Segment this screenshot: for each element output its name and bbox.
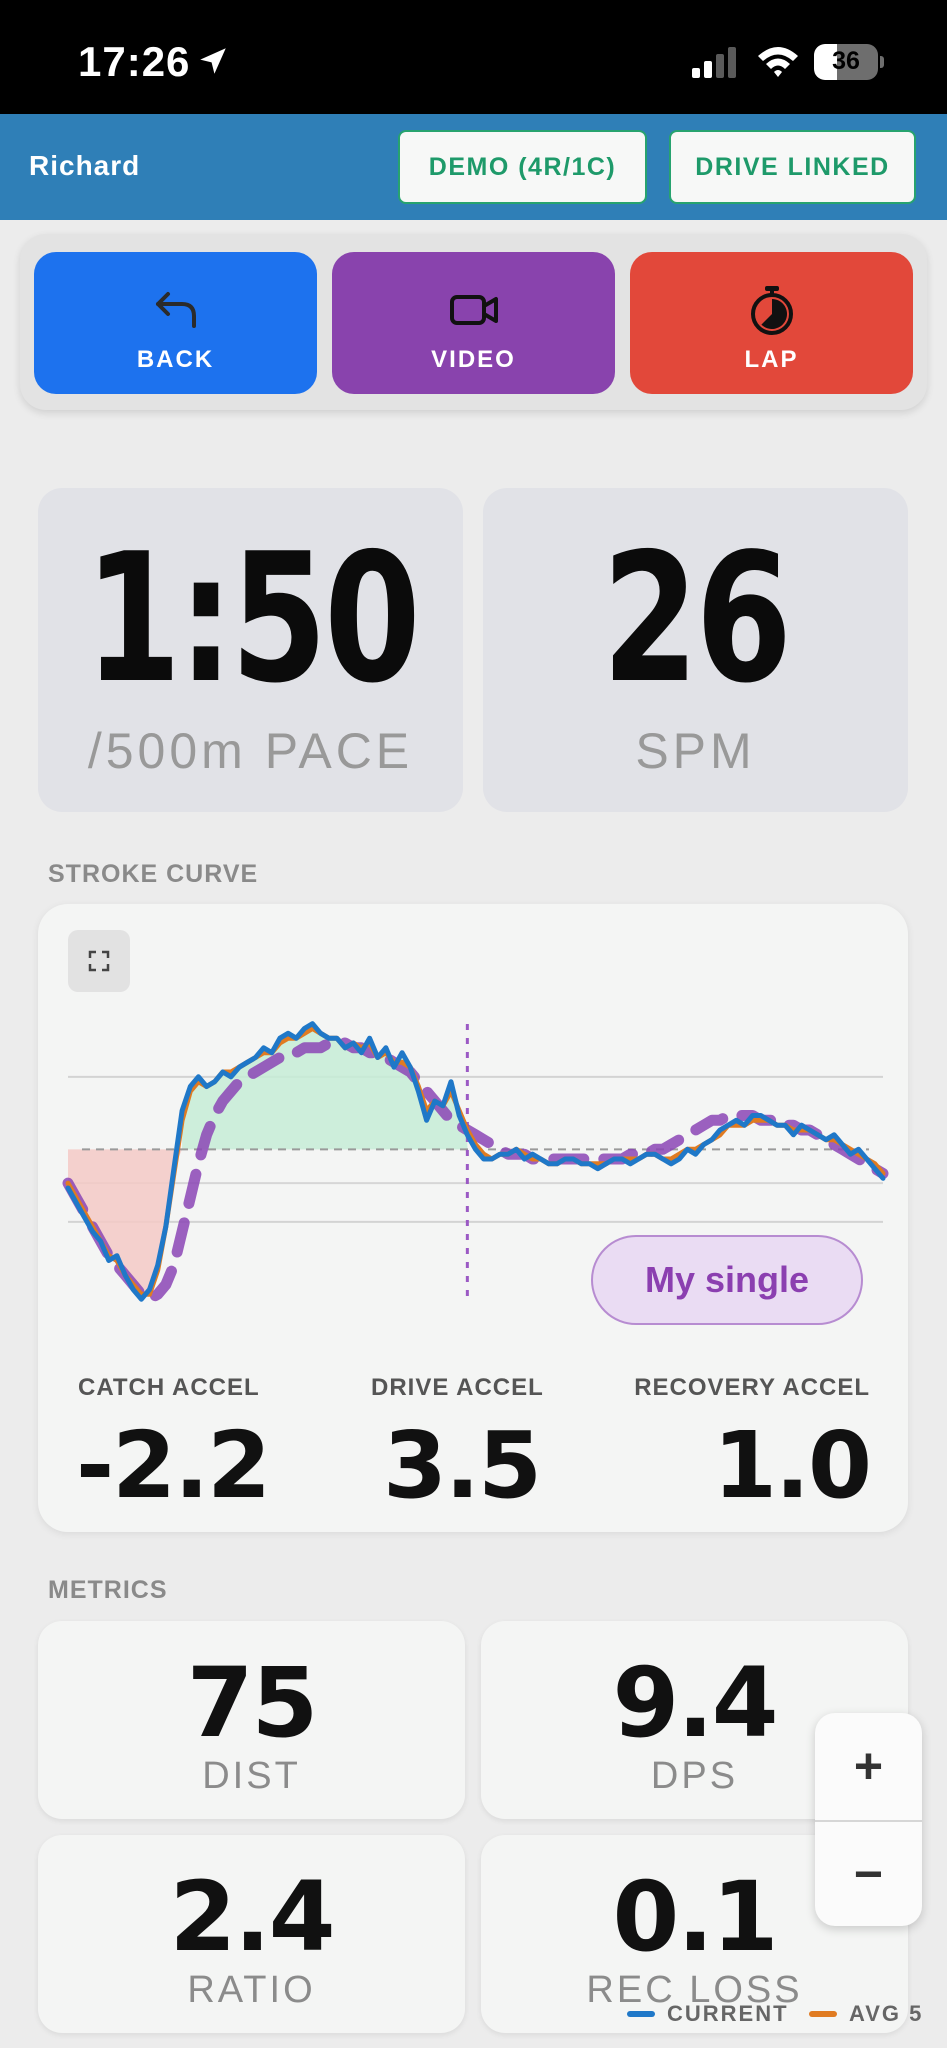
legend-current-label: CURRENT <box>667 2001 789 2026</box>
metric-label: DPS <box>650 1755 739 1797</box>
lap-button[interactable]: LAP <box>630 252 913 394</box>
user-name: Richard <box>29 150 141 181</box>
reference-series-line <box>62 1037 889 1305</box>
metric-card-rec-loss: 0.1 REC LOSS <box>481 1835 908 2033</box>
video-camera-icon <box>449 295 498 325</box>
recovery-accel-value: 1.0 <box>713 1412 872 1519</box>
wifi-icon <box>758 47 798 77</box>
demo-mode-button[interactable]: DEMO (4R/1C) <box>398 130 647 204</box>
pace-label: /500m PACE <box>87 723 414 779</box>
battery-level: 36 <box>832 47 860 75</box>
zoom-in-button[interactable]: + <box>853 1738 884 1794</box>
stroke-curve-chart <box>62 1021 889 1305</box>
legend-avg: AVG 5 <box>809 2001 923 2027</box>
stopwatch-icon <box>750 286 793 335</box>
video-label: VIDEO <box>431 346 516 373</box>
location-arrow-icon <box>200 48 226 74</box>
recovery-accel-label: RECOVERY ACCEL <box>634 1374 870 1401</box>
metrics-title: METRICS <box>48 1576 168 1604</box>
pace-value: 1:50 <box>84 515 421 722</box>
metric-card-dist: 75 DIST <box>38 1621 465 1819</box>
legend-current-swatch <box>627 2011 655 2017</box>
stroke-curve-card: My single CATCH ACCEL -2.2 DRIVE ACCEL 3… <box>38 904 908 1532</box>
metric-label: REC LOSS <box>586 1969 803 2011</box>
drive-accel-label: DRIVE ACCEL <box>371 1374 544 1401</box>
action-bar: BACK VIDEO LAP <box>20 234 927 410</box>
metric-label: DIST <box>202 1755 301 1797</box>
legend-avg-swatch <box>809 2011 837 2017</box>
zoom-out-button[interactable]: − <box>815 1820 922 1926</box>
series-pill-my-single[interactable]: My single <box>591 1235 863 1325</box>
battery-indicator: 36 <box>814 44 884 80</box>
expand-icon <box>88 950 110 972</box>
metric-label: RATIO <box>187 1969 316 2011</box>
catch-phase-area <box>68 1149 183 1300</box>
metric-value: 0.1 <box>612 1861 778 1973</box>
cellular-signal-icon <box>692 47 736 78</box>
video-button[interactable]: VIDEO <box>332 252 615 394</box>
lap-label: LAP <box>744 346 799 373</box>
back-arrow-icon <box>155 292 196 328</box>
back-label: BACK <box>136 346 215 373</box>
drive-accel-value: 3.5 <box>383 1412 542 1519</box>
spm-card: 26 SPM <box>483 488 908 812</box>
metric-value: 75 <box>186 1647 319 1759</box>
metric-card-ratio: 2.4 RATIO <box>38 1835 465 2033</box>
metric-value: 2.4 <box>169 1861 335 1973</box>
pace-card: 1:50 /500m PACE <box>38 488 463 812</box>
legend-avg-label: AVG 5 <box>849 2001 924 2026</box>
back-button[interactable]: BACK <box>34 252 317 394</box>
spm-label: SPM <box>635 723 756 779</box>
catch-accel-label: CATCH ACCEL <box>78 1374 260 1401</box>
drive-linked-button[interactable]: DRIVE LINKED <box>669 130 916 204</box>
status-time: 17:26 <box>78 38 191 85</box>
metric-value: 9.4 <box>612 1647 778 1759</box>
catch-accel-value: -2.2 <box>76 1412 271 1519</box>
legend-current: CURRENT <box>627 2001 789 2027</box>
expand-chart-button[interactable] <box>68 930 130 992</box>
battery-fill <box>814 44 838 80</box>
zoom-control: + − <box>815 1713 922 1926</box>
current-series-line <box>65 1021 886 1302</box>
stroke-curve-title: STROKE CURVE <box>48 860 259 888</box>
drive-phase-area <box>182 1023 468 1150</box>
status-bar: 17:26 36 <box>0 0 947 114</box>
app-header: Richard DEMO (4R/1C) DRIVE LINKED <box>0 114 947 220</box>
spm-value: 26 <box>602 515 792 722</box>
